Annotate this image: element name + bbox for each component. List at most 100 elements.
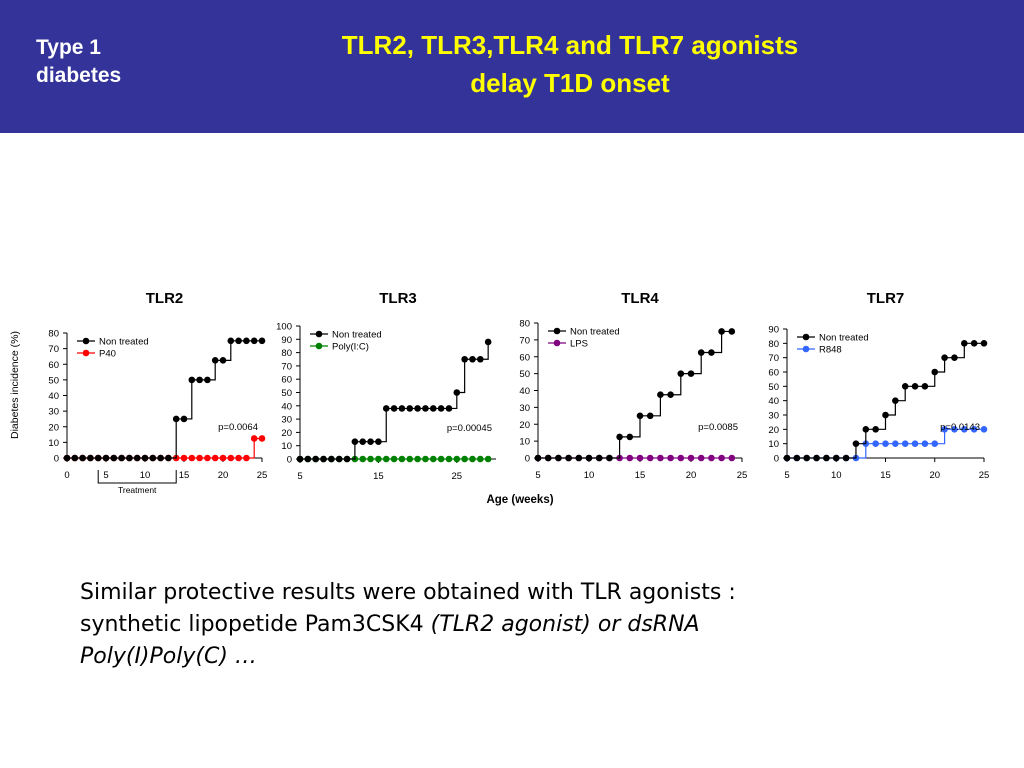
chart-tlr3-y-tick-label: 40 xyxy=(281,401,292,412)
chart-tlr7-series-r848-point xyxy=(911,440,919,447)
chart-tlr4-y-tick-label: 80 xyxy=(519,319,530,330)
chart-tlr3-y-tick-label: 20 xyxy=(281,428,292,439)
chart-tlr3-series-non-treated-point xyxy=(304,455,312,463)
chart-tlr2-series-p40-point xyxy=(235,454,242,462)
chart-tlr7-series-non-treated-point xyxy=(931,368,939,376)
chart-tlr4-series-non-treated-point xyxy=(534,454,542,462)
chart-tlr3-y-tick-label: 50 xyxy=(281,388,292,399)
chart-tlr2-series-non-treated-point xyxy=(211,357,219,364)
chart-tlr2-series-non-treated-point xyxy=(227,337,235,345)
chart-tlr7-y-tick-label: 0 xyxy=(774,454,779,465)
chart-tlr2-series-non-treated-point xyxy=(94,454,102,462)
chart-tlr3-series-poly-i-c--point xyxy=(382,455,390,463)
chart-tlr2-series-non-treated-point xyxy=(118,454,125,462)
slide-title-line1: TLR2, TLR3,TLR4 and TLR7 agonists xyxy=(341,30,799,60)
chart-tlr3-series-poly-i-c--point xyxy=(469,455,476,463)
chart-tlr3-series-non-treated-point xyxy=(359,438,367,446)
chart-tlr4-series-non-treated-point xyxy=(718,328,725,335)
chart-tlr2-x-tick-label: 15 xyxy=(179,470,190,481)
chart-tlr2-x-tick-label: 0 xyxy=(64,470,69,481)
chart-tlr3-series-non-treated-point xyxy=(312,455,319,463)
chart-tlr4-legend-label: Non treated xyxy=(570,327,620,338)
shared-x-axis-label: Age (weeks) xyxy=(486,494,553,506)
chart-tlr4-series-lps-point xyxy=(636,454,644,462)
chart-tlr7-x-tick-label: 15 xyxy=(880,470,891,481)
chart-tlr3-y-tick-label: 60 xyxy=(281,375,292,386)
chart-tlr4-series-non-treated-point xyxy=(697,349,705,356)
chart-tlr2-legend-label: Non treated xyxy=(99,337,149,348)
chart-tlr7-series-non-treated-point xyxy=(892,397,899,404)
chart-tlr4-y-tick-label: 10 xyxy=(519,437,530,448)
chart-tlr3-series-non-treated-point xyxy=(406,405,414,412)
chart-tlr3-series-non-treated-point xyxy=(320,455,327,463)
chart-tlr3-series-non-treated-point xyxy=(453,389,461,396)
slide-title: TLR2, TLR3,TLR4 and TLR7 agonists delay … xyxy=(290,26,850,102)
chart-tlr3-series-poly-i-c--point xyxy=(453,455,461,463)
chart-tlr2-series-p40-point xyxy=(204,454,211,462)
chart-tlr2-y-tick-label: 60 xyxy=(48,360,59,371)
chart-tlr7-series-non-treated-point xyxy=(901,383,909,390)
chart-tlr7-y-tick-label: 60 xyxy=(768,368,779,379)
chart-tlr2-x-tick-label: 20 xyxy=(218,470,229,481)
chart-tlr7-legend-label: R848 xyxy=(819,345,842,356)
chart-tlr7-x-tick-label: 5 xyxy=(784,470,789,481)
chart-tlr2-legend-marker xyxy=(82,349,90,357)
chart-tlr7-series-non-treated-point xyxy=(793,454,801,462)
chart-tlr2-series-non-treated-point xyxy=(196,376,203,384)
chart-tlr2-y-tick-label: 20 xyxy=(48,422,59,433)
chart-tlr2-series-p40-point xyxy=(258,435,266,442)
chart-tlr2-legend-label: P40 xyxy=(99,349,116,360)
chart-tlr7-series-non-treated-point xyxy=(980,340,988,347)
chart-tlr3-series-poly-i-c--point xyxy=(477,455,484,463)
chart-tlr3-series-poly-i-c--point xyxy=(437,455,445,463)
chart-tlr2-series-p40-point xyxy=(188,454,196,462)
chart-tlr7-series-non-treated-point xyxy=(882,411,889,419)
slide-topic: Type 1 diabetes xyxy=(36,36,122,87)
chart-tlr4-legend-marker xyxy=(553,327,561,335)
chart-tlr7-x-tick-label: 10 xyxy=(831,470,842,481)
chart-tlr3-legend-label: Poly(I:C) xyxy=(332,342,369,353)
chart-tlr2-series-non-treated-point xyxy=(204,376,211,384)
chart-tlr4-series-lps-point xyxy=(677,454,685,462)
chart-tlr4-legend-marker xyxy=(553,339,561,347)
chart-tlr3-series-non-treated-point xyxy=(461,355,468,363)
chart-tlr3-y-tick-label: 0 xyxy=(287,455,292,466)
chart-tlr2-y-tick-label: 70 xyxy=(48,344,59,355)
chart-tlr2-legend-marker xyxy=(82,337,90,345)
chart-tlr7-series-r848-point xyxy=(951,426,958,433)
chart-tlr2-series-non-treated-point xyxy=(250,337,258,345)
chart-tlr4-series-non-treated-point xyxy=(595,454,603,462)
chart-tlr2-series-non-treated-point xyxy=(126,454,133,462)
chart-tlr2-series-non-treated-point xyxy=(63,454,71,462)
chart-tlr2-series-non-treated-point xyxy=(79,454,86,462)
chart-tlr3-series-non-treated-point xyxy=(477,355,484,363)
chart-tlr7-title: TLR7 xyxy=(867,290,905,307)
chart-tlr2-series-p40-point xyxy=(211,454,219,462)
chart-tlr7-pvalue: p=0.0143 xyxy=(940,422,980,433)
chart-tlr4-series-non-treated-point xyxy=(565,454,572,462)
chart-tlr3-series-non-treated-point xyxy=(469,355,476,363)
chart-tlr4-y-tick-label: 50 xyxy=(519,369,530,380)
chart-tlr2-series-non-treated-point xyxy=(102,454,110,462)
chart-tlr4-series-non-treated-point xyxy=(616,433,623,441)
slide-title-line2: delay T1D onset xyxy=(470,68,670,98)
chart-tlr4-series-lps-point xyxy=(697,454,705,462)
chart-tlr2-series-non-treated-line xyxy=(67,340,262,459)
chart-tlr2-title: TLR2 xyxy=(146,290,184,307)
chart-tlr4-series-non-treated-point xyxy=(636,412,644,420)
caption-line1: Similar protective results were obtained… xyxy=(80,580,736,605)
chart-tlr7-series-non-treated-point xyxy=(842,454,850,462)
chart-tlr7-series-non-treated-point xyxy=(921,383,929,390)
chart-tlr3-legend-marker xyxy=(315,342,323,350)
chart-tlr2-treatment-bracket xyxy=(97,470,177,484)
chart-tlr4-x-tick-label: 20 xyxy=(686,470,697,481)
chart-tlr3-series-poly-i-c--point xyxy=(422,455,429,463)
chart-tlr3-legend-marker xyxy=(315,330,323,338)
chart-tlr7-legend-marker xyxy=(802,345,810,353)
chart-tlr4-x-tick-label: 5 xyxy=(535,470,540,481)
chart-tlr3-series-non-treated-point xyxy=(445,405,453,412)
chart-tlr3-series-non-treated-point xyxy=(484,338,492,346)
chart-tlr2-series-non-treated-point xyxy=(141,454,149,462)
chart-tlr4-series-non-treated-point xyxy=(677,370,685,377)
chart-tlr2-series-p40-point xyxy=(243,454,250,462)
